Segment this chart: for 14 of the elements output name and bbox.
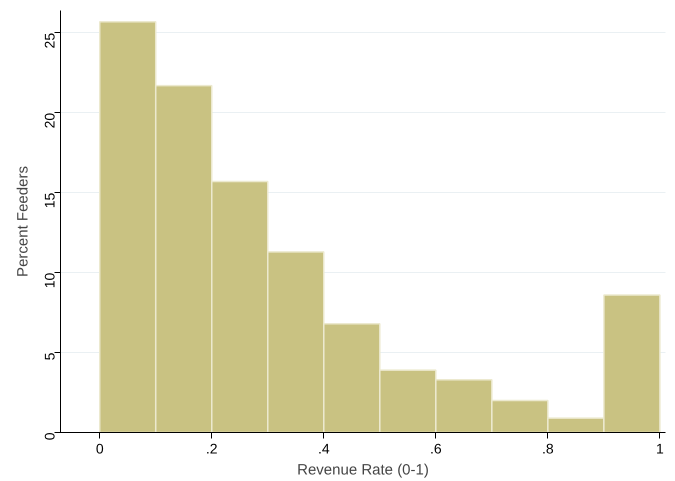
y-tick-label: 10 [42,272,58,288]
y-tick-label: 0 [42,432,58,440]
x-tick-label: .2 [206,440,218,456]
x-tick-label: .6 [430,440,442,456]
x-tick-label: .8 [542,440,554,456]
y-tick-label: 20 [42,112,58,128]
y-axis-title: Percent Feeders [14,166,32,277]
x-tick-label: 0 [96,440,104,456]
x-tick-label: .4 [318,440,330,456]
y-tick-label: 15 [42,192,58,208]
y-tick-label: 5 [42,352,58,360]
x-axis-title: Revenue Rate (0-1) [297,462,429,478]
y-tick-label: 25 [42,32,58,48]
x-tick-label: 1 [656,440,664,456]
